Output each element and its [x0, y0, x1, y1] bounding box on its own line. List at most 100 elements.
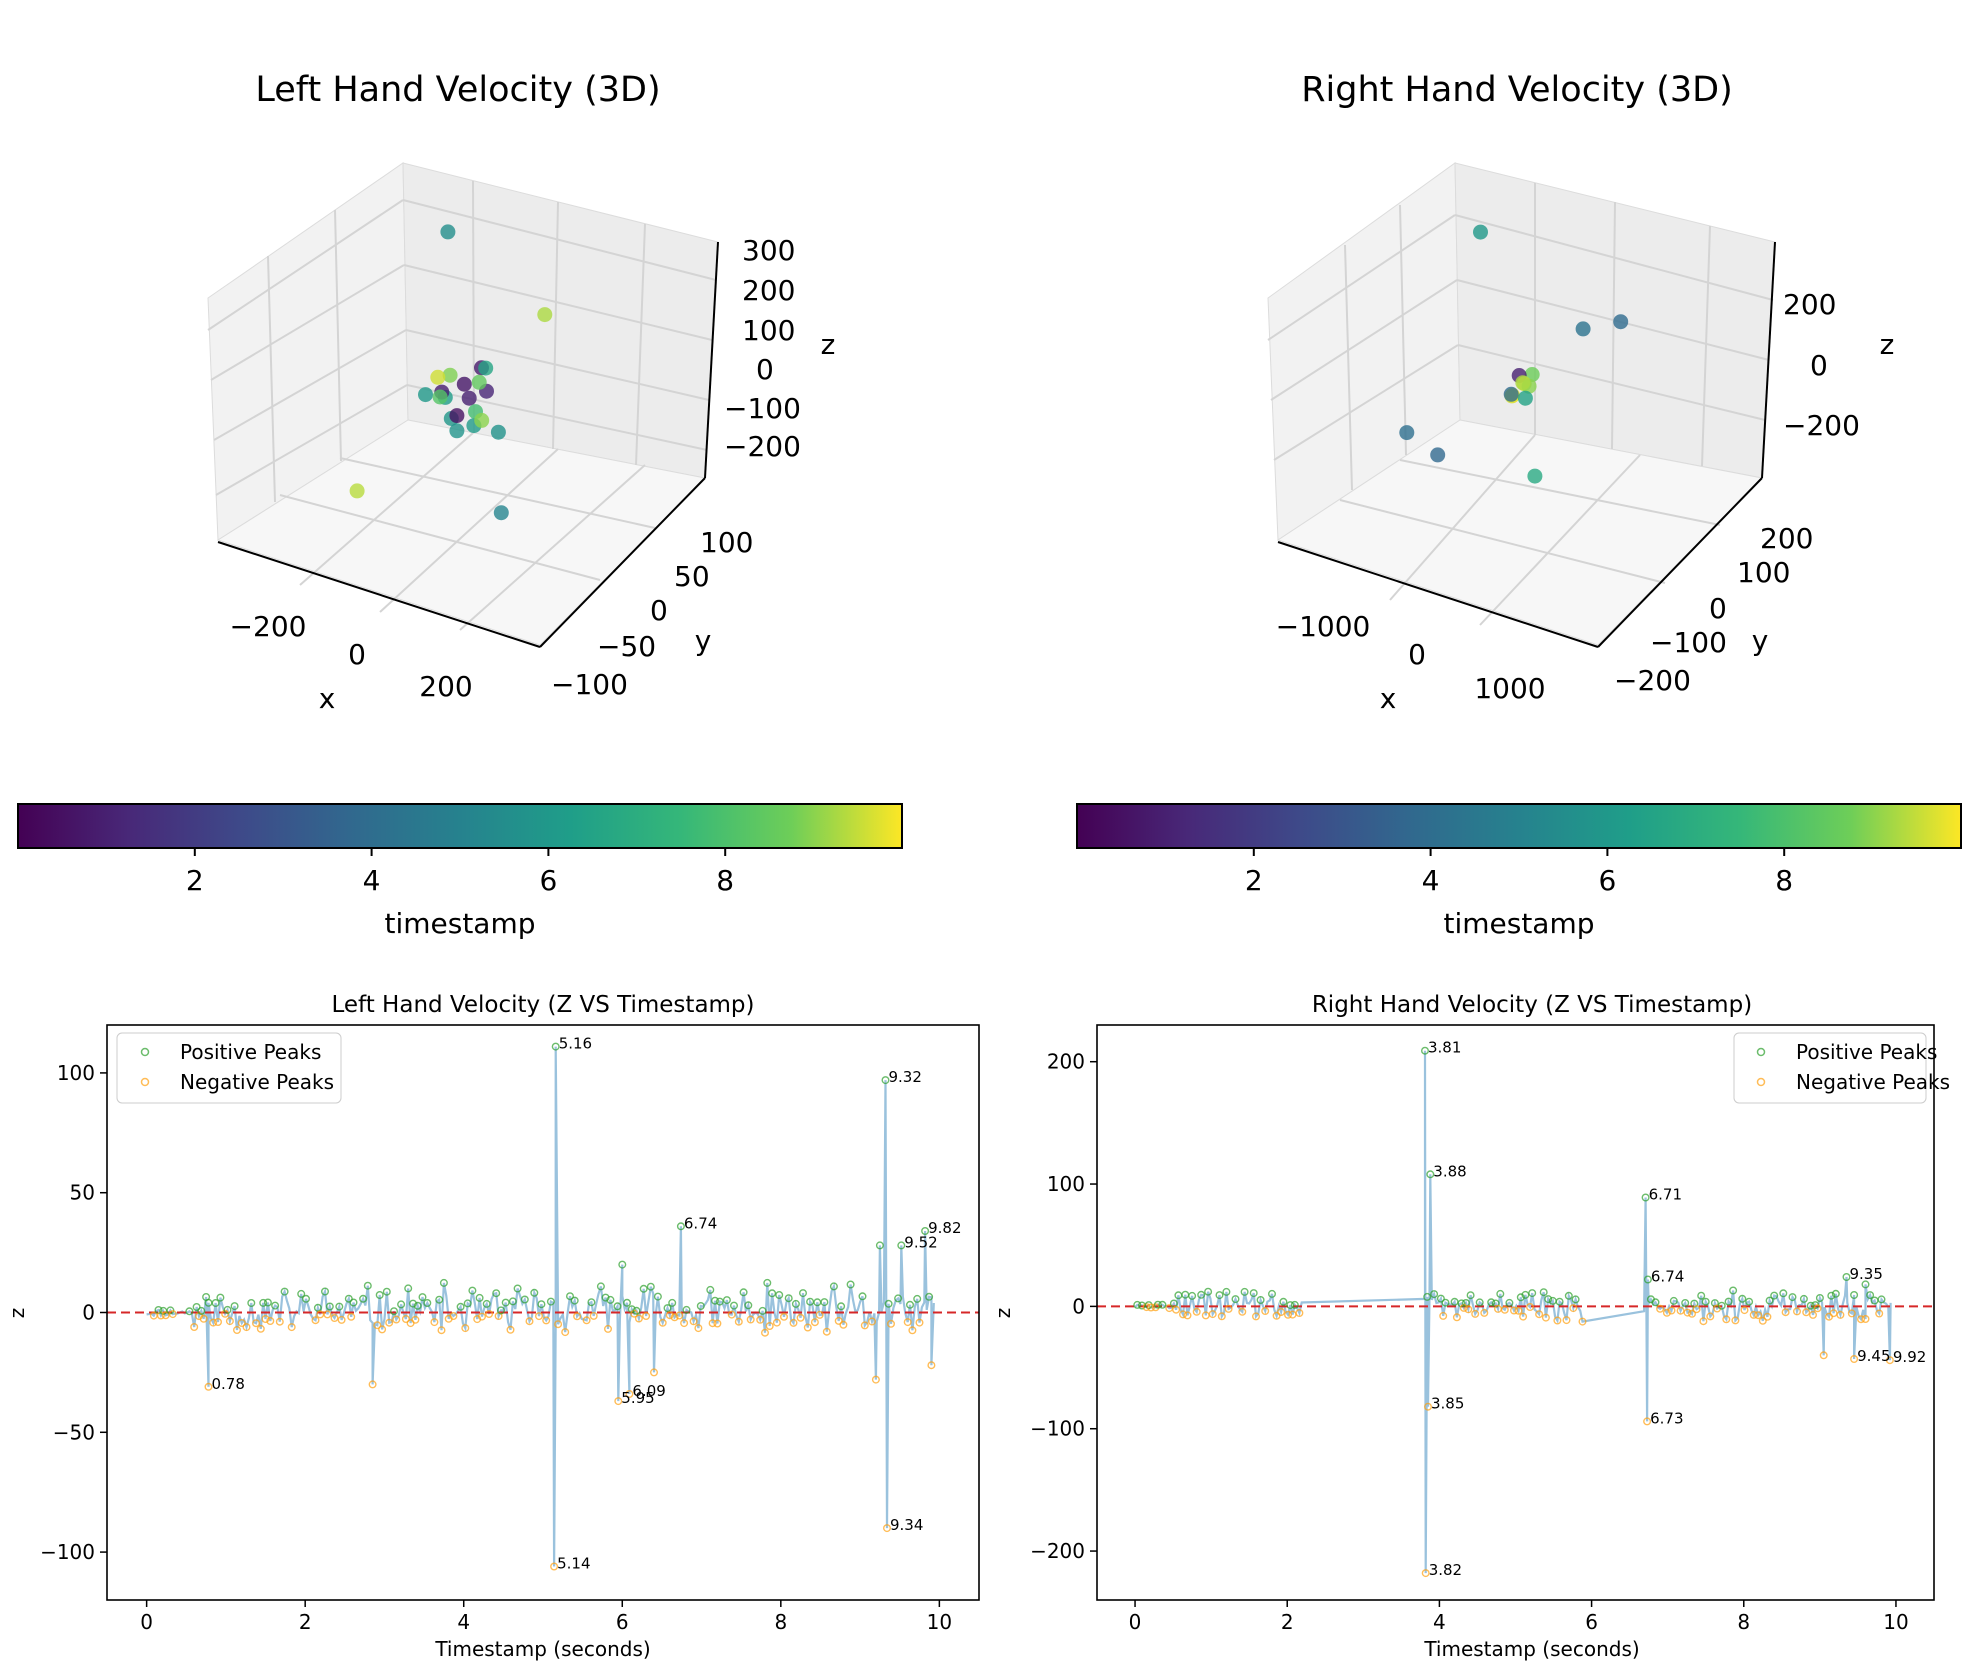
positive-peak-marker [1806, 1301, 1815, 1310]
negative-peak-marker [1541, 1313, 1550, 1322]
negative-peak-marker [713, 1319, 722, 1328]
peak-annotation: 6.71 [1649, 1186, 1682, 1204]
positive-peak-marker [1866, 1291, 1875, 1300]
positive-peak-marker [1850, 1290, 1859, 1299]
positive-peak-marker [297, 1289, 306, 1298]
positive-peak-marker [404, 1284, 413, 1293]
negative-peak-marker [1423, 1402, 1432, 1411]
negative-peak-marker [1509, 1306, 1518, 1315]
negative-peak-marker [789, 1318, 798, 1327]
positive-peak-marker [730, 1301, 739, 1310]
negative-peak-marker [1692, 1305, 1701, 1314]
negative-peak-marker [1178, 1310, 1187, 1319]
scatter-point [1399, 425, 1415, 441]
positive-peak-marker [1651, 1298, 1660, 1307]
left-2d-title: Left Hand Velocity (Z VS Timestamp) [331, 992, 754, 1018]
negative-peak-marker [1553, 1316, 1562, 1325]
left-3d-ytick: −50 [597, 630, 656, 663]
positive-peak-marker [1457, 1299, 1466, 1308]
positive-peak-marker [653, 1292, 662, 1301]
peak-annotation: 6.74 [684, 1214, 717, 1232]
negative-peak-marker [554, 1320, 563, 1329]
positive-peak-marker [1564, 1291, 1573, 1300]
negative-peak-marker [908, 1326, 917, 1335]
y-tick-label: −100 [40, 1540, 95, 1564]
positive-peak-marker [775, 1290, 784, 1299]
scatter-point [474, 412, 490, 428]
right-2d-plot: 3.81 3.82 3.88 3.85 6.71 6.73 6.74 9.35 9.45 9.92 [1097, 1039, 1934, 1579]
left-2d-chart: Left Hand Velocity (Z VS Timestamp) 5.16… [5, 992, 980, 1661]
positive-peak-marker [881, 1076, 890, 1085]
scatter-point [440, 224, 456, 240]
positive-peak-marker [463, 1299, 472, 1308]
positive-peak-marker [1188, 1291, 1197, 1300]
positive-peak-marker [906, 1300, 915, 1309]
positive-peak-marker [1745, 1297, 1754, 1306]
positive-peak-marker [325, 1302, 334, 1311]
negative-peak-marker [1208, 1310, 1217, 1319]
positive-peak-marker [418, 1293, 427, 1302]
negative-peak-marker [746, 1315, 755, 1324]
negative-peak-marker [1224, 1304, 1233, 1313]
positive-peak-marker [799, 1289, 808, 1298]
negative-peak-marker [1277, 1307, 1286, 1316]
positive-peak-marker [1799, 1294, 1808, 1303]
left-colorbar-ticks: 2 4 6 8 [186, 848, 734, 897]
positive-peak-marker [897, 1241, 906, 1250]
negative-peak-marker [213, 1317, 222, 1326]
positive-peak-marker [546, 1297, 555, 1306]
positive-peak-marker [1779, 1289, 1788, 1298]
positive-peak-marker [1231, 1295, 1240, 1304]
right-colorbar-ticks: 2 4 6 8 [1245, 848, 1793, 897]
peak-annotation: 3.88 [1433, 1162, 1466, 1180]
negative-peak-marker [1142, 1303, 1151, 1312]
positive-peak-marker [1267, 1289, 1276, 1298]
negative-peak-marker [437, 1326, 446, 1335]
positive-peak-marker [820, 1298, 829, 1307]
negative-peak-marker [868, 1317, 877, 1326]
negative-peak-marker [670, 1313, 679, 1322]
x-tick-label: 10 [1883, 1610, 1908, 1634]
negative-peak-marker [385, 1318, 394, 1327]
positive-peak-marker [1717, 1301, 1726, 1310]
left-2d-legend: Positive Peaks Negative Peaks [116, 1032, 342, 1104]
positive-peak-marker [1738, 1294, 1747, 1303]
positive-peak-marker [682, 1305, 691, 1314]
positive-peak-marker [639, 1284, 648, 1293]
negative-peak-marker [1421, 1569, 1430, 1578]
positive-peak-marker [497, 1306, 506, 1315]
negative-peak-marker [1172, 1305, 1181, 1314]
y-tick-label: −100 [1030, 1417, 1085, 1441]
right-3d-ytick: 100 [1737, 556, 1790, 589]
positive-peak-marker [349, 1298, 358, 1307]
negative-peak-marker [378, 1325, 387, 1334]
positive-peak-marker [1153, 1300, 1162, 1309]
positive-peak-marker [858, 1292, 867, 1301]
scatter-point [430, 369, 446, 385]
scatter-point [442, 367, 458, 383]
left-3d-ylabel: y [695, 624, 712, 657]
peak-annotation: 3.85 [1431, 1395, 1464, 1413]
right-3d-title: Right Hand Velocity (3D) [1301, 70, 1733, 110]
positive-peak-marker [711, 1296, 720, 1305]
negative-peak-marker [604, 1324, 613, 1333]
negative-peak-marker [1699, 1317, 1708, 1326]
negative-peak-marker [232, 1325, 241, 1334]
right-3d-ytick: 0 [1709, 592, 1727, 625]
negative-peak-marker [1439, 1311, 1448, 1320]
negative-peak-marker [1525, 1302, 1534, 1311]
y-tick-label: −50 [53, 1420, 95, 1444]
x-tick-label: 6 [616, 1610, 629, 1634]
positive-peak-marker [894, 1294, 903, 1303]
positive-peak-marker [1204, 1287, 1213, 1296]
colorbar-tick-label: 4 [1422, 864, 1440, 897]
negative-peak-marker [1562, 1316, 1571, 1325]
colorbar-tick-label: 2 [186, 864, 204, 897]
positive-peak-marker [618, 1260, 627, 1269]
positive-peak-marker [925, 1292, 934, 1301]
left-3d-grid [207, 180, 717, 631]
positive-peak-legend-marker [140, 1047, 150, 1057]
positive-peak-marker [846, 1280, 855, 1289]
negative-peak-marker [680, 1319, 689, 1328]
negative-peak-marker [485, 1309, 494, 1318]
